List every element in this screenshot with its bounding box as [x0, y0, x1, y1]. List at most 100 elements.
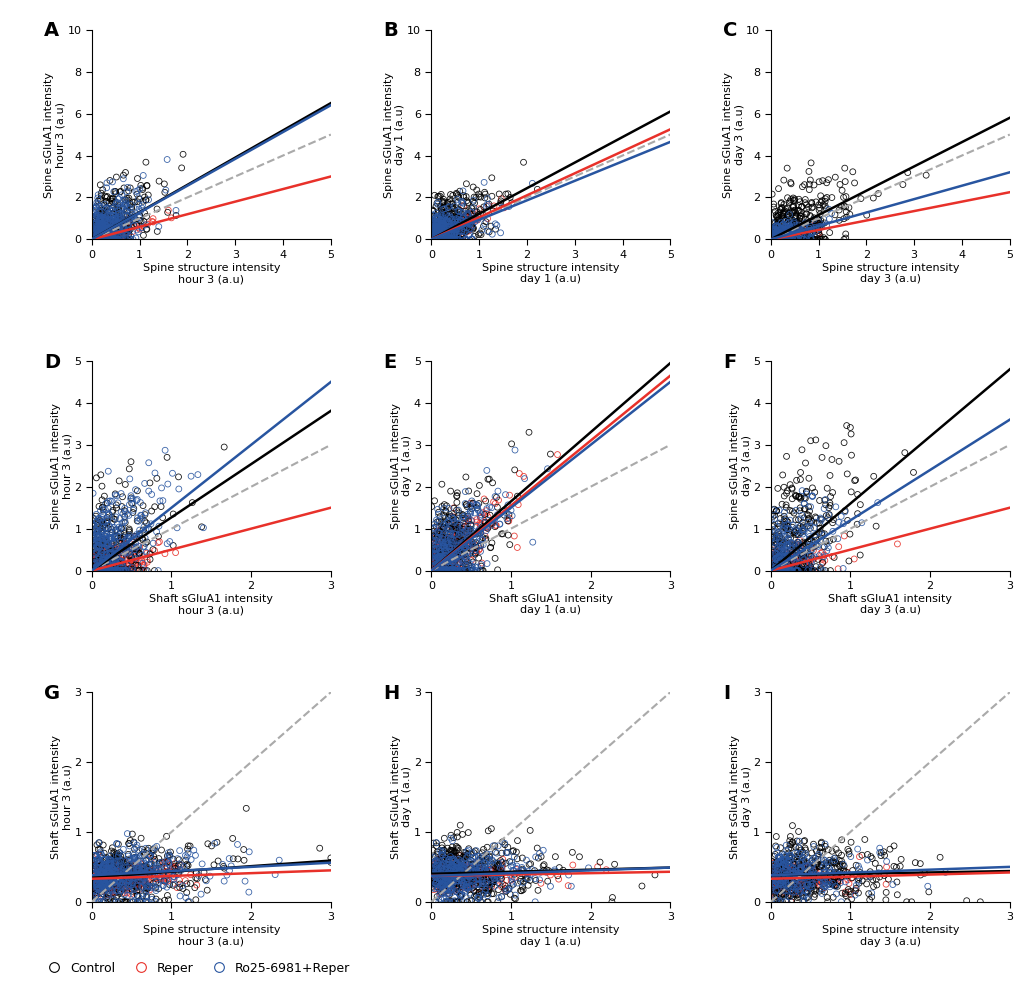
- Point: [115, 872, 131, 888]
- Point: [124, 851, 141, 867]
- Point: [467, 860, 483, 876]
- Point: [437, 556, 453, 572]
- Point: [428, 859, 444, 875]
- Point: [772, 229, 789, 245]
- Point: [448, 868, 465, 884]
- Point: [116, 500, 132, 516]
- Point: [783, 223, 799, 239]
- Point: [451, 232, 468, 248]
- Point: [436, 547, 452, 563]
- Point: [439, 525, 455, 541]
- Point: [791, 232, 807, 248]
- Point: [435, 563, 451, 579]
- Point: [431, 866, 447, 882]
- Point: [787, 555, 803, 571]
- Point: [826, 878, 843, 894]
- Point: [771, 865, 788, 881]
- Point: [107, 554, 123, 570]
- Point: [113, 207, 129, 223]
- Point: [105, 232, 121, 248]
- Point: [790, 490, 806, 505]
- Point: [427, 225, 443, 241]
- Point: [450, 507, 467, 523]
- Point: [425, 529, 441, 545]
- Point: [106, 872, 122, 888]
- Point: [792, 222, 808, 238]
- Point: [424, 880, 440, 896]
- Point: [774, 557, 791, 573]
- Point: [96, 556, 112, 572]
- Point: [432, 891, 448, 907]
- Point: [87, 563, 103, 579]
- Point: [440, 558, 457, 574]
- Point: [91, 208, 107, 224]
- Point: [762, 563, 779, 579]
- Point: [782, 563, 798, 579]
- Point: [769, 230, 786, 246]
- Point: [773, 227, 790, 243]
- Point: [770, 232, 787, 248]
- Point: [539, 873, 555, 889]
- Point: [800, 498, 816, 514]
- Point: [472, 201, 488, 217]
- Point: [89, 875, 105, 891]
- Point: [464, 232, 480, 248]
- Point: [87, 552, 103, 568]
- Point: [425, 227, 441, 243]
- Point: [90, 232, 106, 248]
- Point: [107, 194, 123, 210]
- Point: [438, 558, 454, 574]
- Point: [93, 846, 109, 862]
- Point: [457, 861, 473, 877]
- Point: [502, 872, 519, 888]
- Point: [774, 543, 791, 559]
- Point: [88, 224, 104, 240]
- Point: [796, 490, 812, 505]
- Point: [764, 539, 781, 555]
- Point: [782, 873, 798, 889]
- Point: [161, 533, 177, 549]
- Point: [438, 563, 454, 579]
- Point: [136, 227, 152, 243]
- Point: [443, 232, 460, 248]
- Point: [107, 865, 123, 881]
- Point: [777, 842, 794, 858]
- Point: [465, 220, 481, 236]
- Point: [487, 844, 503, 860]
- Point: [830, 858, 847, 874]
- Point: [89, 551, 105, 567]
- Point: [88, 225, 104, 241]
- Point: [777, 860, 794, 876]
- Point: [771, 563, 788, 579]
- Point: [768, 230, 785, 246]
- Point: [449, 872, 466, 888]
- Point: [514, 861, 530, 877]
- Point: [441, 525, 458, 541]
- Point: [791, 547, 807, 563]
- Point: [96, 563, 112, 579]
- Point: [788, 872, 804, 888]
- Point: [784, 218, 800, 234]
- Point: [87, 563, 103, 579]
- Point: [441, 216, 458, 232]
- Point: [94, 563, 110, 579]
- Point: [433, 840, 449, 856]
- Point: [118, 222, 135, 238]
- Point: [433, 232, 449, 248]
- Point: [94, 878, 110, 894]
- Point: [450, 540, 467, 556]
- Point: [792, 871, 808, 887]
- Point: [448, 191, 465, 207]
- Point: [126, 542, 143, 558]
- Point: [129, 510, 146, 526]
- Point: [446, 893, 463, 909]
- Point: [507, 844, 524, 860]
- Point: [106, 563, 122, 579]
- Point: [455, 539, 472, 555]
- Point: [764, 232, 781, 248]
- Point: [460, 857, 476, 873]
- Point: [791, 551, 807, 567]
- Point: [793, 198, 809, 214]
- Point: [96, 232, 112, 248]
- Point: [787, 222, 803, 238]
